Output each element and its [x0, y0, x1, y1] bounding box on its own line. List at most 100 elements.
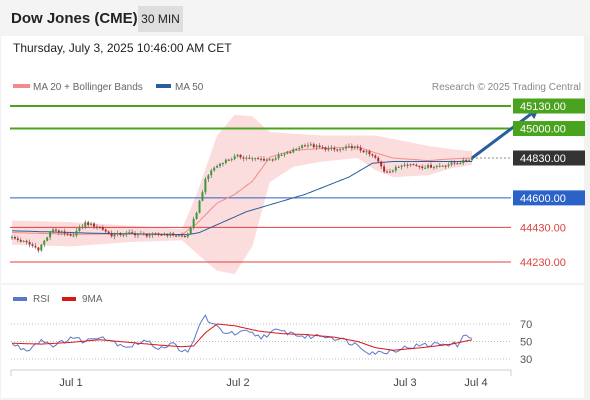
candle-body [301, 145, 304, 148]
rsi-tick-label: 70 [520, 319, 532, 331]
candle-body [95, 226, 98, 228]
candle-body [180, 235, 183, 237]
candle-body [283, 153, 286, 155]
candle-body [380, 161, 383, 167]
candle-body [342, 148, 345, 150]
candle-body [52, 229, 55, 232]
candle-body [119, 233, 122, 236]
candle-body [424, 167, 427, 169]
candle-body [315, 145, 318, 148]
candle-body [260, 158, 263, 160]
moving-average-layer [11, 146, 473, 236]
legend-swatch-ma50 [156, 84, 171, 88]
candle-body [327, 148, 330, 150]
bollinger-band-layer [12, 114, 472, 275]
candle-body [298, 147, 301, 149]
candle-body [333, 147, 336, 150]
candle-body [456, 163, 459, 165]
candle-body [31, 244, 34, 246]
candle-body [142, 233, 145, 235]
candle-body [254, 158, 257, 160]
timeframe-badge[interactable]: 30 MIN [138, 6, 183, 32]
legend-label-9ma: 9MA [82, 294, 103, 305]
candle-body [175, 235, 178, 237]
candle-body [438, 165, 441, 167]
candle-body [224, 159, 227, 164]
candle-body [274, 158, 277, 160]
candle-body [447, 164, 450, 167]
candle-body [441, 165, 444, 167]
candle-body [459, 163, 462, 165]
bollinger-band-area [12, 114, 472, 275]
candle-body [286, 151, 289, 154]
level-lines-layer [10, 105, 511, 263]
candle-body [444, 165, 447, 167]
current-price-tag [513, 150, 585, 166]
candle-body [365, 151, 368, 153]
candle-body [148, 235, 151, 237]
candle-body [306, 145, 309, 147]
candle-body [201, 192, 204, 201]
legend-swatch-9ma [62, 297, 76, 301]
research-credit: Research © 2025 Trading Central [432, 82, 581, 93]
candle-body [93, 223, 96, 227]
rsi-tick-label: 50 [520, 337, 532, 349]
candle-body [60, 231, 63, 233]
legend-swatch-ma20 [13, 84, 30, 88]
candle-body [207, 175, 210, 180]
candle-body [221, 163, 224, 165]
timestamp-label: Thursday, July 3, 2025 10:46:00 AM CET [13, 41, 232, 55]
candle-body [415, 164, 418, 166]
candle-body [113, 234, 116, 237]
candle-body [230, 159, 233, 161]
candle-body [347, 146, 350, 148]
candle-body [189, 227, 192, 234]
candle-body [104, 229, 107, 232]
candle-body [453, 162, 456, 164]
candle-body [336, 149, 339, 151]
candle-body [25, 240, 28, 243]
candle-body [262, 158, 265, 161]
candle-body [242, 157, 245, 159]
candle-body [468, 160, 471, 162]
chart-panel [1, 36, 584, 398]
candle-body [186, 233, 189, 237]
candle-body [69, 234, 72, 236]
candle-body [54, 229, 57, 231]
candle-body [280, 154, 283, 156]
candle-body [46, 237, 49, 241]
candle-body [198, 200, 201, 213]
candle-body [210, 170, 213, 176]
level-tag-label: 45000.00 [520, 124, 566, 136]
candle-body [400, 165, 403, 167]
x-tick-label: Jul 4 [464, 377, 487, 389]
candle-body [160, 234, 163, 236]
candle-body [248, 157, 251, 159]
candle-body [16, 238, 19, 240]
candle-body [409, 164, 412, 166]
candle-body [19, 239, 22, 242]
rsi-tick-label: 30 [520, 354, 532, 366]
candle-body [432, 166, 435, 168]
candle-body [213, 167, 216, 171]
level-label-support: 44230.00 [520, 257, 566, 269]
candle-body [98, 226, 101, 228]
candle-body [49, 231, 52, 238]
candle-body [268, 159, 271, 161]
price-tags-layer: 45130.00 45000.00 44600.00 44430.00 44230.00… [513, 98, 585, 269]
level-tag-resistance [513, 98, 585, 114]
level-tag-label: 44600.00 [520, 193, 566, 205]
candle-body [136, 234, 139, 236]
candle-body [57, 230, 60, 233]
candle-body [330, 147, 333, 149]
legend-swatch-rsi [13, 297, 27, 301]
candle-body [374, 155, 377, 158]
candle-body [37, 247, 40, 251]
candle-body [304, 145, 306, 147]
candle-body [292, 149, 295, 153]
candle-body [72, 235, 75, 237]
candle-body [321, 147, 324, 149]
candle-body [216, 165, 219, 168]
header-bar: Dow Jones (CME) 30 MIN [0, 0, 590, 36]
